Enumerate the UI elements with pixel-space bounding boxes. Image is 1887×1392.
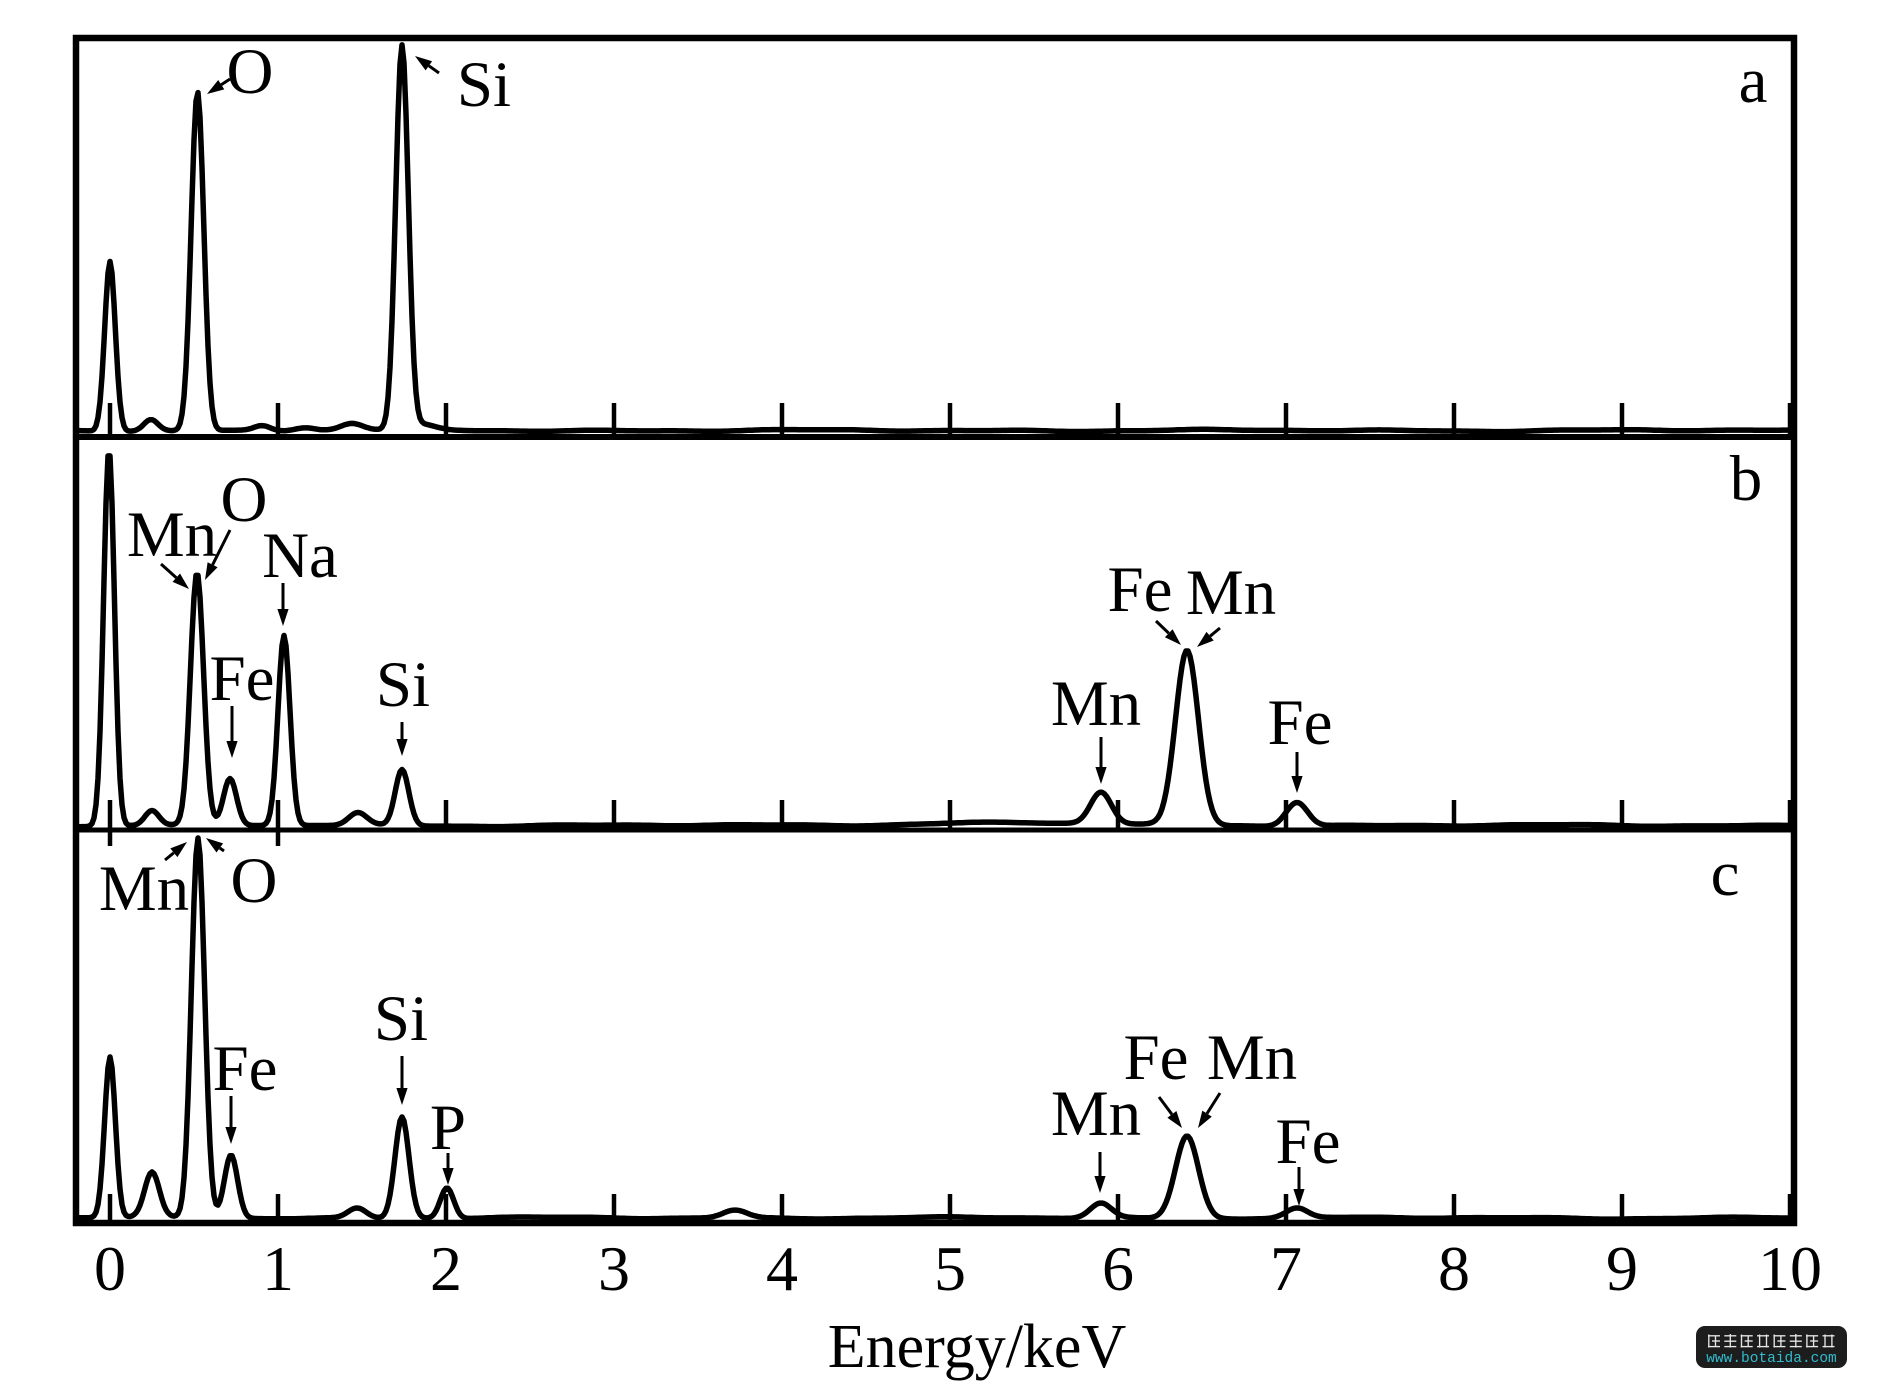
svg-text:Fe: Fe <box>1268 687 1333 759</box>
svg-text:3: 3 <box>598 1233 630 1304</box>
svg-text:www.botaida.com: www.botaida.com <box>1706 1351 1837 1367</box>
svg-text:Mn: Mn <box>127 499 217 571</box>
svg-text:Mn: Mn <box>1051 668 1141 740</box>
svg-text:5: 5 <box>934 1233 966 1304</box>
svg-text:a: a <box>1739 45 1768 117</box>
svg-text:Fe: Fe <box>1124 1022 1189 1094</box>
svg-text:Si: Si <box>374 983 428 1055</box>
svg-text:2: 2 <box>430 1233 462 1304</box>
svg-text:c: c <box>1711 838 1740 910</box>
svg-text:O: O <box>227 36 274 108</box>
svg-text:Fe: Fe <box>210 643 275 715</box>
svg-text:Fe: Fe <box>1108 554 1173 626</box>
svg-text:b: b <box>1730 443 1763 515</box>
svg-text:Mn: Mn <box>1207 1022 1297 1094</box>
svg-text:Si: Si <box>457 49 511 121</box>
svg-text:O: O <box>221 464 268 536</box>
svg-text:9: 9 <box>1606 1233 1638 1304</box>
svg-text:Na: Na <box>262 520 338 592</box>
svg-text:0: 0 <box>94 1233 126 1304</box>
svg-text:4: 4 <box>766 1233 798 1304</box>
svg-text:7: 7 <box>1270 1233 1302 1304</box>
svg-text:Fe: Fe <box>213 1033 278 1105</box>
svg-text:P: P <box>430 1092 466 1164</box>
svg-text:Mn: Mn <box>1051 1078 1141 1150</box>
svg-text:8: 8 <box>1438 1233 1470 1304</box>
svg-text:6: 6 <box>1102 1233 1134 1304</box>
svg-text:10: 10 <box>1758 1233 1822 1304</box>
svg-text:Mn: Mn <box>99 853 189 925</box>
svg-text:1: 1 <box>262 1233 294 1304</box>
svg-text:Fe: Fe <box>1276 1106 1341 1178</box>
svg-text:Si: Si <box>376 649 430 721</box>
svg-text:Mn: Mn <box>1186 557 1276 629</box>
svg-text:Energy/keV: Energy/keV <box>828 1313 1127 1381</box>
svg-text:O: O <box>231 845 278 917</box>
